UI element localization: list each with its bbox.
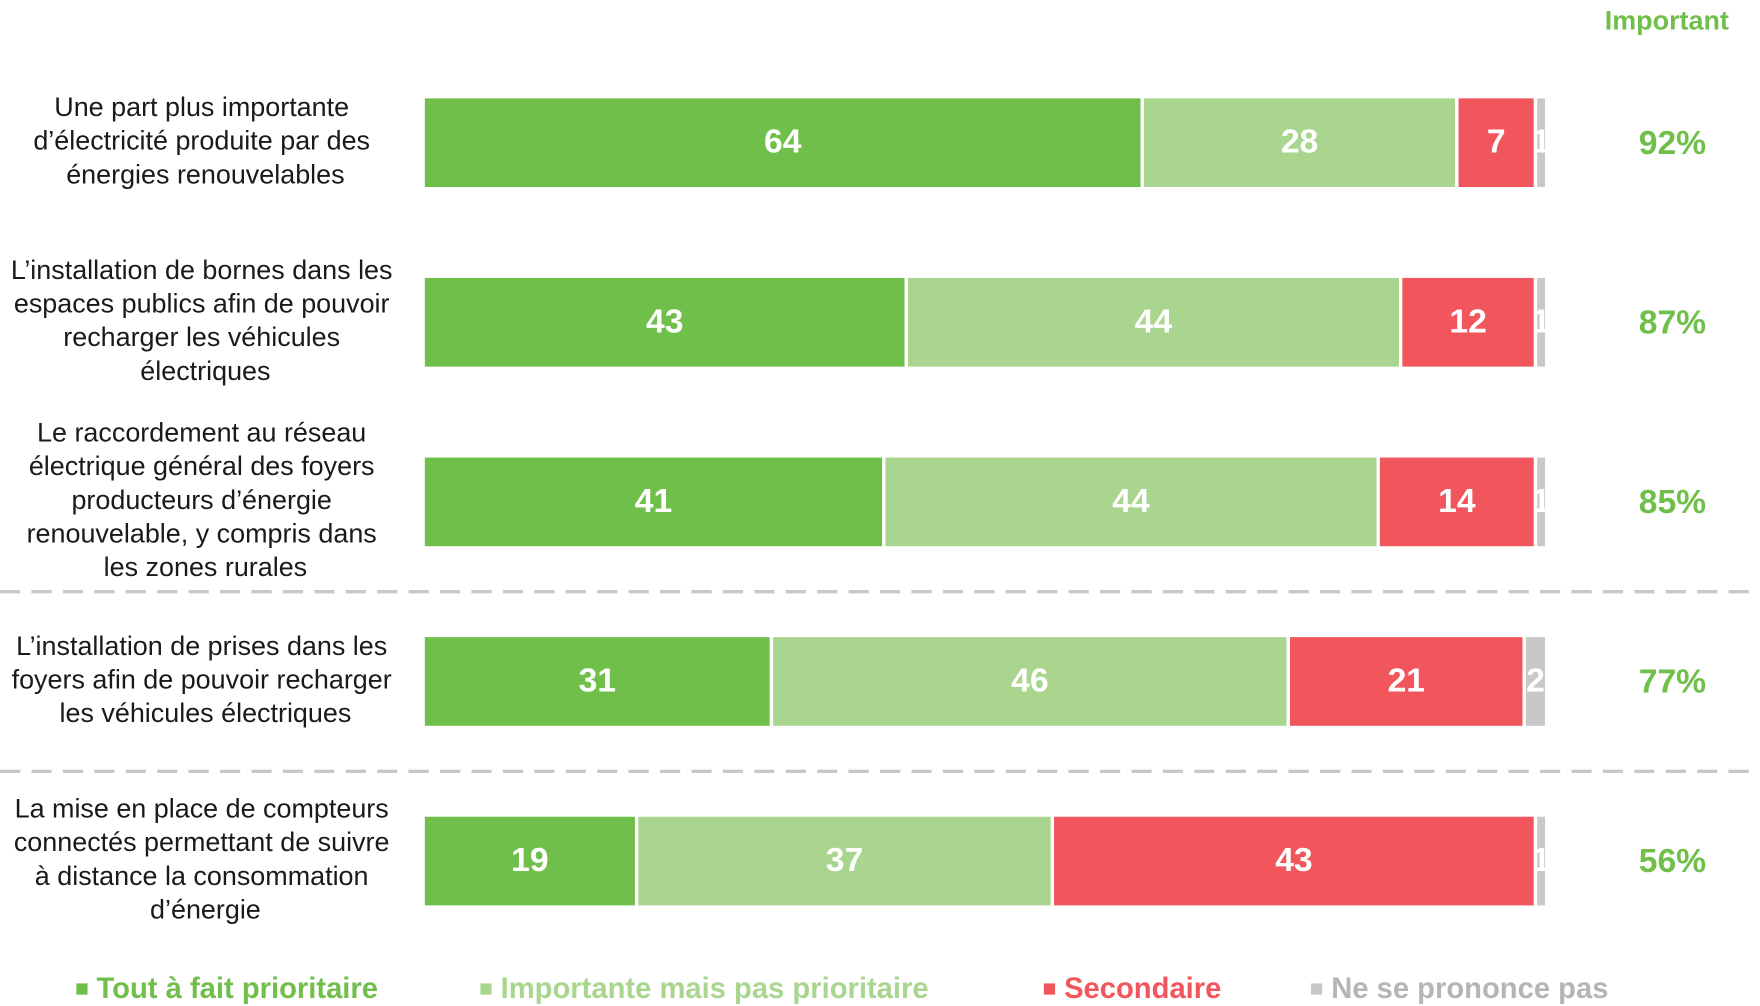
bar-value-label: 12 [1449,303,1486,340]
bar-segment [769,633,1290,730]
important-value: 87% [1639,304,1706,341]
bar-segment [421,454,886,550]
legend-label: Ne se prononce pas [1331,973,1608,1005]
bar-segment [882,454,1380,550]
important-value: 77% [1639,664,1706,701]
bar-segment [1050,813,1538,909]
bar-segment [1533,274,1549,370]
bar-segment [634,813,1055,909]
bar-value-label: 46 [1011,662,1048,699]
bar-segment [1533,94,1549,191]
legend-swatch [76,983,88,995]
bar-value-label: 1 [1532,303,1551,340]
important-value: 85% [1639,484,1706,521]
bar-value-label: 7 [1487,124,1506,161]
legend-label: Importante mais pas prioritaire [501,973,929,1005]
legend-swatch [1043,983,1056,995]
bar-value-label: 43 [1275,842,1312,879]
bar-segment [421,274,908,370]
category-label: L’installation de bornes dans les espace… [11,255,400,386]
bar-value-label: 1 [1532,842,1551,879]
bar-value-label: 43 [646,303,683,340]
legend-label: Tout à fait prioritaire [97,973,378,1005]
important-value: 92% [1639,125,1706,162]
legend-swatch [480,983,492,995]
bar-segment [421,94,1144,191]
bar-value-label: 2 [1526,662,1545,699]
bar-value-label: 44 [1112,483,1150,520]
bar-value-label: 37 [826,842,863,879]
bar-segment [1398,274,1538,370]
category-label: L’installation de prises dans les foyers… [12,631,400,728]
bar-value-label: 21 [1388,662,1425,699]
bar-value-label: 31 [579,662,616,699]
bar-value-label: 64 [764,124,802,161]
bar-segment [1533,454,1549,550]
bar-value-label: 41 [635,483,672,520]
bar-value-label: 19 [511,842,548,879]
bar-segment [1533,813,1549,909]
category-label: La mise en place de compteurs connectés … [14,794,397,925]
category-label: Le raccordement au réseau électrique gén… [27,418,385,583]
column-title: Important [1605,6,1729,36]
bar-segment [1522,633,1549,730]
bar-value-label: 28 [1281,124,1318,161]
legend-swatch [1311,983,1323,995]
bar-value-label: 44 [1135,303,1173,340]
bar-segment [1140,94,1459,191]
bar-value-label: 1 [1532,483,1551,520]
legend-label: Secondaire [1064,973,1221,1005]
bar-segment [421,633,774,730]
bar-value-label: 14 [1438,483,1476,520]
bar-segment [904,274,1403,370]
bar-value-label: 1 [1532,124,1551,161]
category-label: Une part plus importante d’électricité p… [33,92,377,189]
important-value: 56% [1639,843,1706,880]
